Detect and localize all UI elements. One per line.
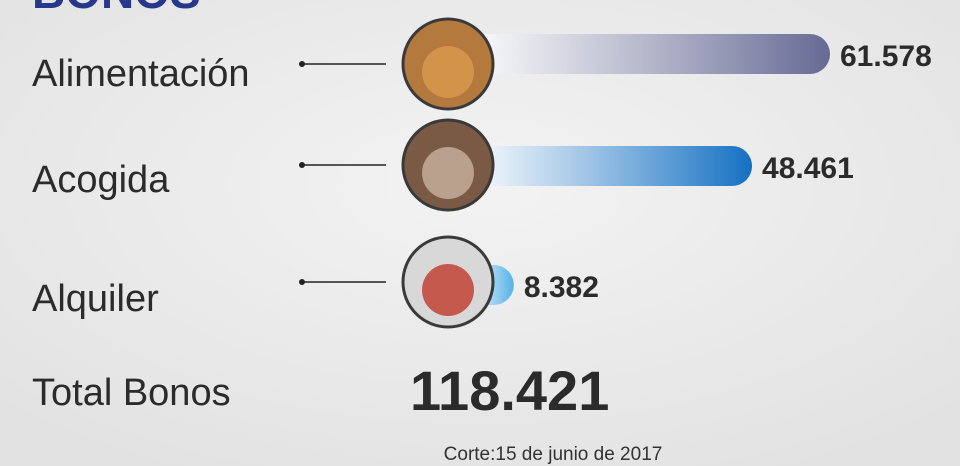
value-label: 8.382: [524, 271, 599, 304]
value-label: 61.578: [840, 40, 932, 73]
total-value: 118.421: [410, 359, 609, 422]
category-label: Alimentación: [32, 53, 250, 95]
bar: [464, 34, 830, 74]
icon-detail: [422, 46, 474, 98]
category-label: Alquiler: [32, 278, 159, 320]
icon-detail: [422, 264, 474, 316]
bar: [464, 146, 753, 186]
footnote: Corte:15 de junio de 2017: [444, 444, 663, 465]
chart-title: BONOS: [32, 0, 201, 18]
category-label: Acogida: [32, 159, 170, 201]
total-label: Total Bonos: [32, 372, 231, 414]
value-label: 48.461: [762, 152, 854, 185]
icon-detail: [422, 147, 474, 199]
